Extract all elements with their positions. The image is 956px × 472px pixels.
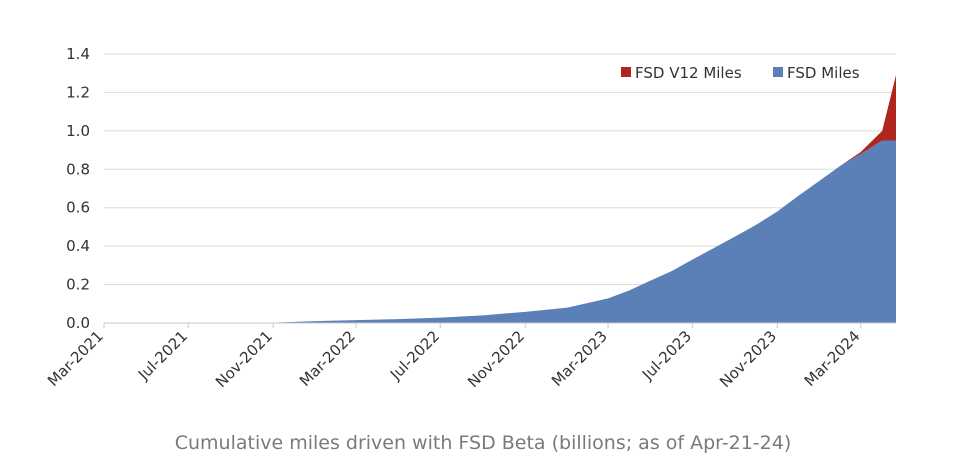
legend: FSD V12 Miles FSD Miles (621, 64, 860, 82)
x-tick-label: Jul-2022 (386, 327, 443, 384)
x-tick-label: Nov-2021 (212, 327, 276, 391)
area-series-group (104, 75, 896, 323)
area-fsd-v12-miles (840, 75, 896, 166)
legend-label-fsd-v12-miles: FSD V12 Miles (635, 64, 742, 82)
x-tick-label: Mar-2023 (548, 327, 611, 390)
x-tick-label: Nov-2023 (716, 327, 780, 391)
y-tick-label: 1.4 (66, 45, 90, 63)
y-tick-label: 0.0 (66, 314, 90, 332)
legend-swatch-fsd-miles (773, 67, 783, 77)
legend-label-fsd-miles: FSD Miles (787, 64, 860, 82)
y-tick-label: 0.6 (66, 199, 90, 217)
y-tick-label: 0.4 (66, 237, 90, 255)
x-tick-label: Mar-2022 (296, 327, 359, 390)
chart-caption: Cumulative miles driven with FSD Beta (b… (175, 432, 792, 454)
y-tick-label: 1.0 (66, 122, 90, 140)
x-tick-label: Jul-2023 (638, 327, 695, 384)
legend-swatch-fsd-v12-miles (621, 67, 631, 77)
x-tick-label: Mar-2024 (801, 327, 864, 390)
gridlines (104, 53, 896, 286)
x-tick-label: Mar-2021 (44, 327, 107, 390)
x-tick-label: Jul-2021 (134, 327, 191, 384)
y-tick-label: 0.2 (66, 276, 90, 294)
area-fsd-miles (104, 140, 896, 323)
y-tick-label: 0.8 (66, 160, 90, 178)
y-tick-label: 1.2 (66, 83, 90, 101)
x-tick-label: Nov-2022 (464, 327, 528, 391)
